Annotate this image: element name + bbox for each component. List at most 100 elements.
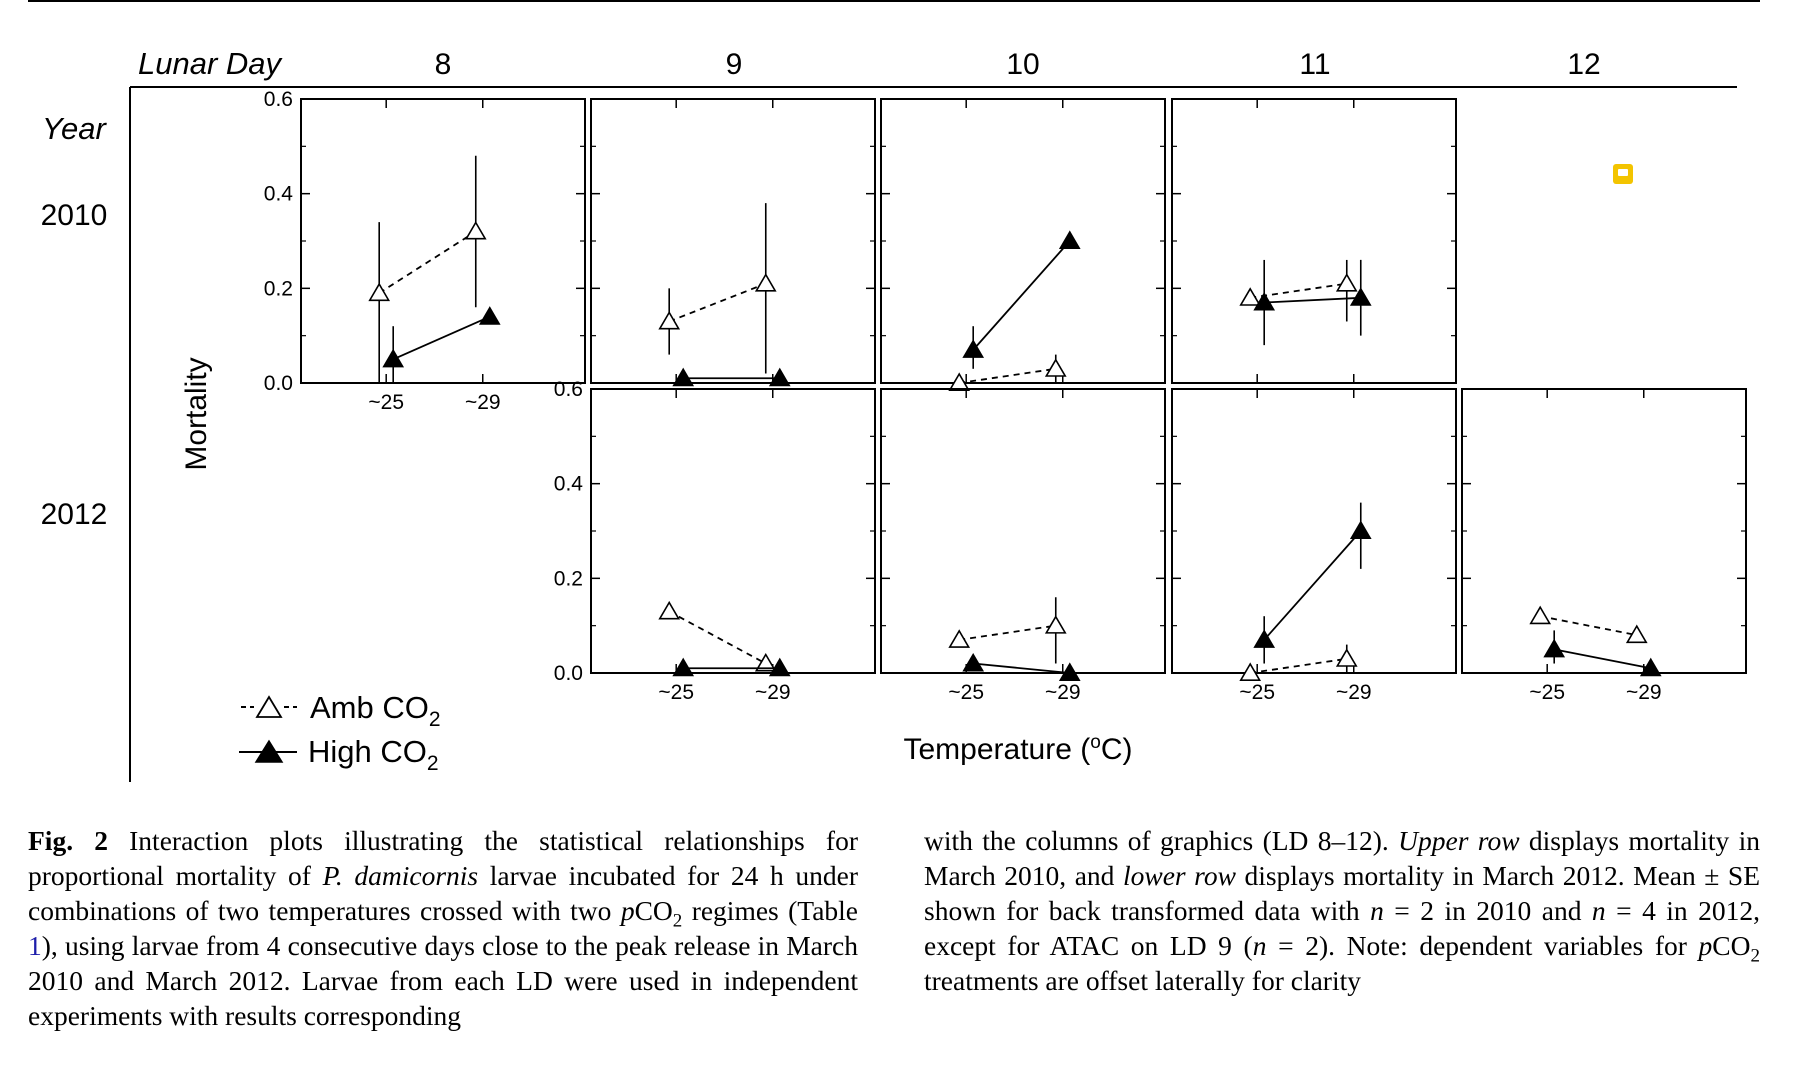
- panel-2010-ld11-amb-point: [1239, 287, 1262, 306]
- row-label-2010: 2010: [41, 199, 108, 232]
- caption-right-text-3: displays mortality in March 2012. Mean ±…: [924, 860, 1760, 926]
- panel-2012-ld12-high-line: [1554, 648, 1651, 670]
- panel-2012-ld9-ytick-label: 0.0: [554, 662, 583, 685]
- panel-2012-ld9-frame: [590, 388, 876, 674]
- caption-n-3: n: [1252, 930, 1267, 961]
- column-label-9: 9: [726, 48, 743, 81]
- panel-2012-ld11-amb-point: [1335, 648, 1358, 667]
- lunar-day-label: Lunar Day: [138, 46, 284, 81]
- panel-2012-ld9-ytick-label: 0.4: [554, 473, 584, 496]
- panel-2012-ld10-amb-point: [948, 629, 971, 648]
- panel-2010-ld8-high-point: [478, 306, 501, 325]
- panel-2012-ld9-xtick-label: ~25: [658, 681, 694, 704]
- panel-2010-ld9-high-point: [768, 367, 791, 387]
- legend-high-label: High CO2: [308, 734, 439, 775]
- panel-2012-ld12-xtick-label: ~25: [1529, 681, 1565, 704]
- caption-pco2b-p: p: [1698, 930, 1713, 961]
- x-axis-title-end: C): [1101, 733, 1133, 766]
- caption-right-text-4: = 2 in 2010 and: [1383, 895, 1592, 926]
- panel-2010-ld11-high-point: [1253, 291, 1276, 311]
- panel-2010-ld10-amb-point: [1044, 358, 1067, 377]
- column-label-8: 8: [435, 48, 452, 81]
- caption-upper-row: Upper row: [1398, 825, 1520, 856]
- caption-pco2-sub: 2: [672, 910, 683, 932]
- panel-2012-ld11-xtick-label: ~25: [1239, 681, 1275, 704]
- comment-annotation-icon[interactable]: [1613, 164, 1633, 184]
- panel-2012-ld11-xtick-label: ~29: [1336, 681, 1372, 704]
- panel-2010-ld9-amb-line: [668, 282, 767, 323]
- caption-right-text-6: = 2). Note: dependent variables for: [1266, 930, 1699, 961]
- row-label-2012: 2012: [41, 498, 108, 531]
- panel-2012-ld10-xtick-label: ~29: [1045, 681, 1081, 704]
- panel-2012-ld11-high-point: [1349, 520, 1372, 540]
- panel-2010-ld11-frame: [1171, 98, 1457, 384]
- legend-amb-prefix: Amb CO: [310, 690, 429, 725]
- caption-pco2b-sub: 2: [1750, 945, 1761, 967]
- panel-2010-ld9-frame: [590, 98, 876, 384]
- panel-2012-ld10-frame: [880, 388, 1166, 674]
- panel-2010-ld10-amb-point: [948, 372, 971, 392]
- caption-n-1: n: [1370, 895, 1384, 926]
- legend: Amb CO2 High CO2: [239, 690, 441, 775]
- panels-group: ~25 ~29 0.0 0.2 0.4 0.6 ~25 ~29 0.0 0.2 0.4 0.6 ~25 ~…: [264, 88, 1747, 704]
- panel-2010-ld9-high-point: [672, 367, 695, 387]
- caption-species: P. damicornis: [322, 860, 479, 891]
- panel-2012-ld11-high-line: [1263, 530, 1362, 641]
- legend-amb-label: Amb CO2: [310, 690, 441, 731]
- caption-left-column: Fig. 2 Interaction plots illustrating th…: [28, 823, 858, 1033]
- caption-left-text-4: ), using larvae from 4 consecutive days …: [28, 930, 858, 1031]
- panel-2010-ld9-amb-point: [754, 273, 777, 292]
- panel-2010-ld8-ytick-label: 0.4: [264, 183, 294, 206]
- caption-left-text-2: larvae incubated for 24 h under combinat…: [28, 860, 858, 926]
- panel-2012-ld10-amb-line: [959, 624, 1056, 641]
- panel-2012-ld9-high-point: [768, 657, 791, 677]
- caption-pco2b-co: CO: [1712, 930, 1751, 961]
- column-label-11: 11: [1299, 48, 1330, 81]
- year-label: Year: [42, 111, 107, 146]
- panel-2012-ld10-xtick-label: ~25: [948, 681, 984, 704]
- panel-2012-ld9-xtick-label: ~29: [755, 681, 791, 704]
- panel-2010-ld8-amb-point: [368, 282, 391, 302]
- panel-2012-ld9-ytick-label: 0.6: [554, 378, 583, 401]
- panel-2010-ld10-high-point: [962, 339, 985, 358]
- caption-fig-label: Fig. 2: [28, 825, 108, 856]
- column-label-12: 12: [1567, 48, 1600, 81]
- x-axis-title: Temperature (oC): [904, 732, 1133, 766]
- panel-2012-ld12-high-point: [1639, 657, 1662, 677]
- panel-2012-ld10-high-point: [1058, 662, 1081, 682]
- caption-right-text-2: displays mortality in March 2010, and: [924, 825, 1760, 891]
- panel-2010-ld11-high-point: [1349, 287, 1372, 306]
- panel-2012-ld12-amb-point: [1625, 624, 1648, 644]
- caption-right-text-5: = 4 in 2012, except for ATAC on LD 9 (: [924, 895, 1760, 961]
- panel-2010-ld11-high-line: [1264, 296, 1361, 304]
- panel-2012-ld9-high-point: [672, 657, 695, 677]
- legend-amb-sub: 2: [429, 708, 441, 731]
- panel-2010-ld8-amb-point: [464, 220, 487, 240]
- legend-high-marker: [254, 739, 284, 763]
- panel-2012-ld11-high-point: [1253, 629, 1276, 648]
- panel-2012-ld9-amb-point: [658, 600, 681, 620]
- panel-2012-ld12-xtick-label: ~29: [1626, 681, 1662, 704]
- panel-2012-ld9-amb-line: [668, 610, 767, 665]
- panel-2010-ld8-high-line: [392, 315, 491, 361]
- x-axis-title-sup: o: [1090, 732, 1101, 753]
- panel-2012-ld9-ytick-label: 0.2: [554, 567, 583, 590]
- panel-2012-ld9-amb-point: [754, 652, 777, 672]
- panel-2012-ld12-frame: [1461, 388, 1747, 674]
- caption-right-text-7: treatments are offset laterally for clar…: [924, 965, 1361, 996]
- panel-2012-ld10-high-point: [962, 652, 985, 672]
- legend-high-prefix: High CO: [308, 734, 427, 769]
- caption-lower-row: lower row: [1122, 860, 1236, 891]
- panel-2012-ld12-high-point: [1543, 638, 1566, 658]
- panel-2010-ld11-amb-point: [1335, 273, 1358, 292]
- caption-right-column: with the columns of graphics (LD 8–12). …: [924, 823, 1760, 998]
- legend-high-sub: 2: [427, 752, 439, 775]
- panel-2010-ld8-xtick-label: ~25: [368, 391, 404, 414]
- panel-2012-ld10-amb-point: [1044, 615, 1067, 634]
- panel-2010-ld10-high-point: [1058, 230, 1081, 249]
- panel-2012-ld12-amb-point: [1529, 605, 1552, 625]
- caption-left-text-1: Interaction plots illustrating the stati…: [28, 825, 858, 891]
- caption-table-link[interactable]: 1: [28, 930, 42, 961]
- caption-left-text-3: regimes (Table: [682, 895, 858, 926]
- panel-2010-ld8-frame: [300, 98, 586, 384]
